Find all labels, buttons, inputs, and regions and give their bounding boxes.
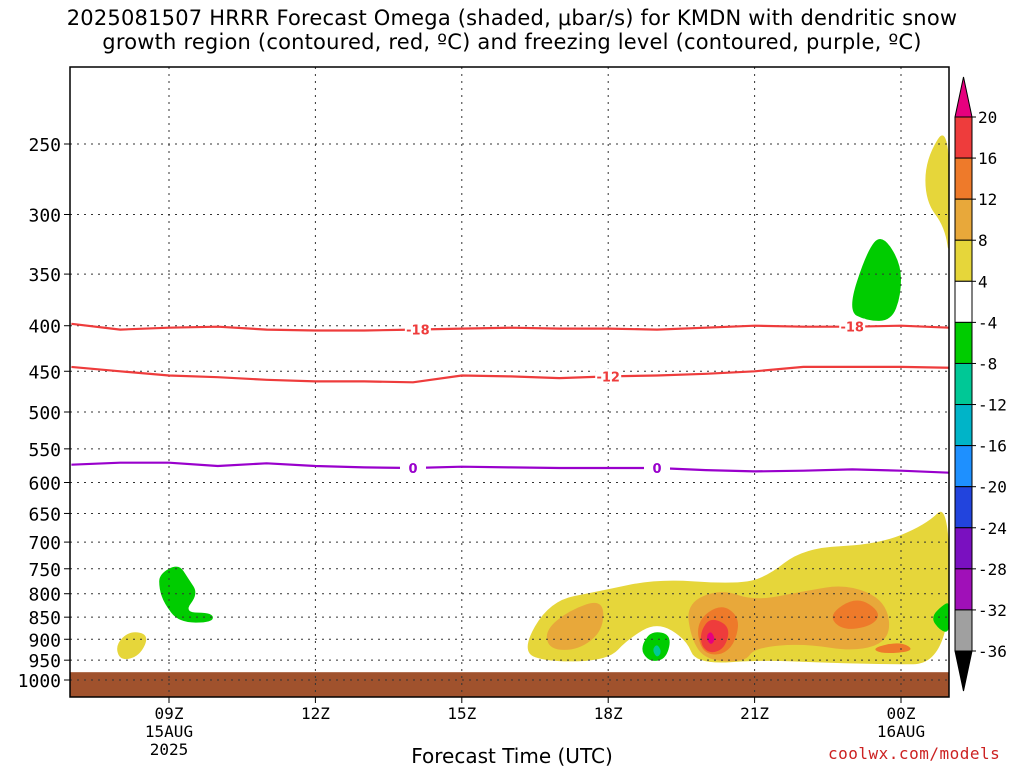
colorbar-swatch (954, 198, 973, 241)
colorbar-label: -24 (978, 519, 1007, 538)
contour-line (71, 322, 949, 332)
ground-surface (70, 672, 949, 697)
colorbar-label: -12 (978, 396, 1007, 415)
colorbar-swatch (954, 486, 973, 529)
colorbar-label: 20 (978, 108, 997, 127)
colorbar-label: 4 (978, 272, 988, 291)
colorbar-swatch (954, 280, 973, 323)
colorbar-top-arrow (954, 76, 973, 118)
colorbar-label: -28 (978, 560, 1007, 579)
chart-title-line-2: growth region (contoured, red, ºC) and f… (102, 30, 922, 54)
colorbar-bottom-arrow (954, 650, 973, 692)
y-tick-label: 400 (28, 317, 61, 338)
omega-shaded-region (700, 619, 729, 653)
contour-line (71, 461, 949, 474)
plot-area: -18 -18 -12 0 0 (70, 67, 949, 697)
omega-shaded-region (925, 135, 949, 249)
contour-label-bg (400, 460, 426, 476)
omega-shaded-region (933, 603, 949, 632)
colorbar-label: -36 (978, 642, 1007, 661)
y-tick-label: 700 (28, 533, 61, 554)
contour-label-bg (404, 321, 431, 337)
colorbar-label: -20 (978, 478, 1007, 497)
omega-shaded-region (832, 600, 879, 629)
y-tick-label: 850 (28, 608, 61, 629)
omega-shaded-region (707, 632, 715, 644)
colorbar-swatch (954, 445, 973, 488)
x-tick-label: 18Z (594, 704, 623, 723)
x-axis-label: Forecast Time (UTC) (411, 744, 613, 768)
contour-line (71, 365, 949, 384)
y-tick-label: 500 (28, 403, 61, 424)
y-tick-label: 450 (28, 362, 61, 383)
y-tick-label: 900 (28, 630, 61, 651)
chart-title: 2025081507 HRRR Forecast Omega (shaded, … (0, 6, 1024, 54)
x-tick-label: 00Z (887, 704, 916, 723)
plot-frame (69, 66, 950, 698)
colorbar-label: 16 (978, 149, 997, 168)
contour-label-bg (595, 368, 622, 384)
omega-shaded-region (688, 586, 890, 662)
omega-shaded-region (653, 645, 661, 657)
colorbar-label: 12 (978, 190, 997, 209)
contour-label: -18 (406, 323, 430, 338)
chart-title-line-1: 2025081507 HRRR Forecast Omega (shaded, … (66, 6, 958, 30)
y-tick-label: 600 (28, 473, 61, 494)
y-tick-label: 250 (28, 135, 61, 156)
x-tick-label: 21Z (740, 704, 769, 723)
colorbar-swatch (954, 239, 973, 282)
colorbar-label: -16 (978, 437, 1007, 456)
y-tick-label: 800 (28, 585, 61, 606)
omega-shaded-region (875, 643, 911, 654)
omega-shaded-region (546, 602, 604, 650)
colorbar-swatch (954, 321, 973, 364)
x-tick-year-label: 2025 (150, 740, 189, 759)
x-tick-label: 12Z (301, 704, 330, 723)
x-tick-date-label: 16AUG (877, 722, 925, 741)
omega-shaded-region (117, 632, 147, 660)
contour-label-bg (839, 318, 866, 334)
y-tick-label: 300 (28, 205, 61, 226)
y-tick-label: 350 (28, 265, 61, 286)
colorbar-swatch (954, 157, 973, 200)
contour-label: -12 (596, 370, 620, 385)
colorbar-label: 8 (978, 231, 988, 250)
colorbar-swatch (954, 116, 973, 159)
x-tick-date-label: 15AUG (145, 722, 193, 741)
y-tick-label: 750 (28, 560, 61, 581)
colorbar-label: -32 (978, 601, 1007, 620)
colorbar-label: -4 (978, 313, 997, 332)
credit-link[interactable]: coolwx.com/models (828, 744, 1001, 763)
omega-shaded-region (159, 566, 213, 623)
colorbar-swatch (954, 362, 973, 406)
contour-label: -18 (840, 321, 864, 336)
y-tick-label: 1000 (18, 671, 61, 692)
colorbar-swatch (954, 609, 973, 652)
colorbar-swatch (954, 527, 973, 570)
contour-label: 0 (652, 462, 661, 477)
y-tick-label: 550 (28, 440, 61, 461)
contour-label-bg (644, 460, 670, 476)
y-tick-label: 950 (28, 651, 61, 672)
colorbar-label: -8 (978, 354, 997, 373)
x-tick-label: 15Z (447, 704, 476, 723)
colorbar-swatch (954, 404, 973, 447)
x-tick-label: 09Z (155, 704, 184, 723)
omega-shaded-region (852, 238, 901, 321)
colorbar-swatch (954, 568, 973, 611)
y-tick-label: 650 (28, 504, 61, 525)
contour-label: 0 (408, 462, 417, 477)
